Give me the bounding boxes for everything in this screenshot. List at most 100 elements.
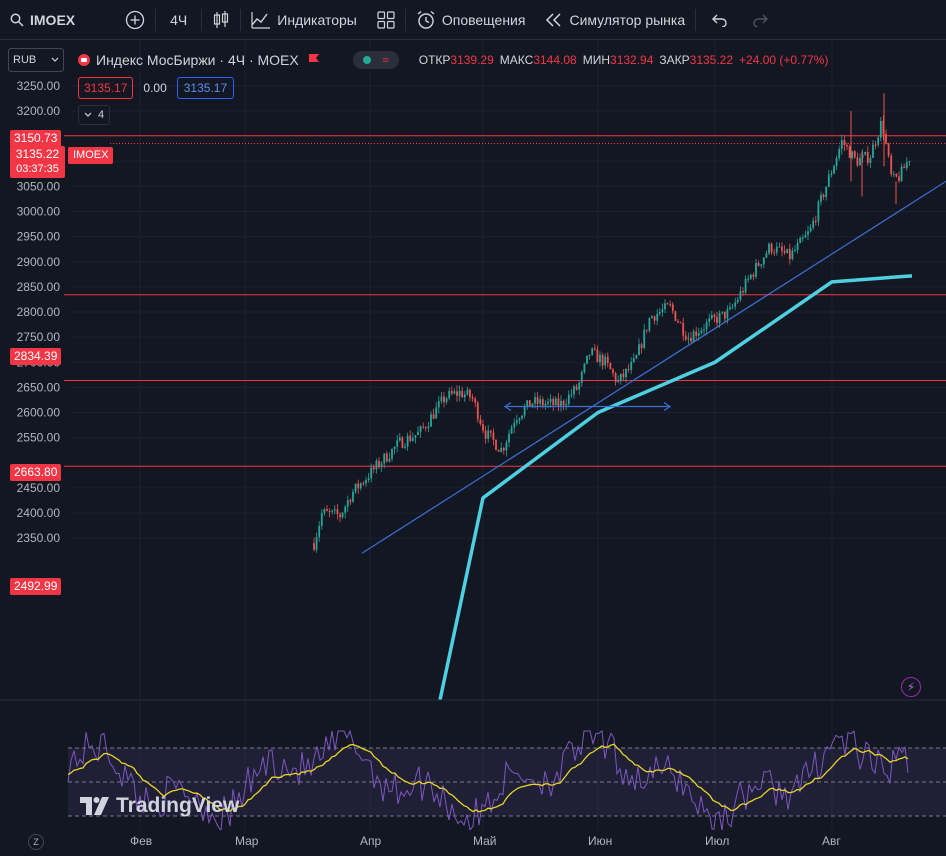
indicators-collapse-button[interactable]: 4 xyxy=(78,105,110,125)
candle-body xyxy=(752,274,755,277)
compare-button[interactable] xyxy=(85,0,155,40)
rsi-signal-line xyxy=(67,743,909,813)
candle-body xyxy=(796,243,799,250)
candle-body xyxy=(622,373,625,378)
candle-body xyxy=(827,174,830,187)
candle-body xyxy=(448,390,451,399)
candle-body xyxy=(466,389,469,395)
candle-body xyxy=(684,335,687,340)
chart-canvas[interactable]: 3250.003200.003100.003050.003000.002950.… xyxy=(0,40,946,830)
bid-ask-row: 3135.17 0.00 3135.17 xyxy=(78,77,235,99)
change-value: +24.00 (+0.77%) xyxy=(739,53,829,67)
level-tag[interactable]: 3150.73 xyxy=(10,130,62,147)
candle-body xyxy=(536,397,539,404)
lightning-icon[interactable]: ⚡ xyxy=(901,677,921,697)
currency-select[interactable]: RUB xyxy=(8,48,64,72)
sell-price-box[interactable]: 3135.17 xyxy=(78,77,134,99)
date-range-marker[interactable] xyxy=(503,401,672,411)
candle-body xyxy=(848,146,851,158)
candle-body xyxy=(591,348,594,355)
level-tag[interactable]: 2492.99 xyxy=(10,578,62,595)
high-value: 3144.08 xyxy=(533,53,577,67)
candle-body xyxy=(489,430,492,433)
candle-body xyxy=(786,248,789,253)
candle-body xyxy=(843,140,846,146)
candle-body xyxy=(879,121,882,138)
candle-body xyxy=(718,313,721,323)
candle-body xyxy=(445,398,448,403)
replay-button[interactable]: Симулятор рынка xyxy=(535,0,695,40)
toolbar-divider xyxy=(155,8,157,31)
level-tag[interactable]: 2834.39 xyxy=(10,348,62,365)
candle-body xyxy=(697,333,700,336)
candle-body xyxy=(708,318,711,323)
candle-body xyxy=(401,437,404,448)
redo-button[interactable] xyxy=(744,0,776,40)
chart-type-button[interactable] xyxy=(202,0,240,40)
candle-body xyxy=(833,166,835,174)
candle-body xyxy=(599,354,601,363)
replay-label: Симулятор рынка xyxy=(569,11,686,28)
market-open-icon xyxy=(362,56,371,64)
candle-body xyxy=(396,440,399,447)
candle-body xyxy=(328,510,331,512)
candle-body xyxy=(671,304,674,312)
timezone-button[interactable]: Z xyxy=(28,834,44,850)
time-tick-label: Июл xyxy=(705,834,730,848)
candle-body xyxy=(783,251,786,253)
candle-body xyxy=(731,306,734,308)
candle-body xyxy=(669,304,672,306)
candle-body xyxy=(424,427,427,429)
candle-body xyxy=(323,509,326,514)
indicators-button[interactable]: Индикаторы xyxy=(241,0,367,40)
candle-body xyxy=(398,437,401,441)
candle-body xyxy=(365,480,367,484)
candle-body xyxy=(333,509,336,511)
legend-title[interactable]: Индекс МосБиржи · 4Ч · MOEX xyxy=(96,52,299,68)
spread-value: 0.00 xyxy=(143,81,167,95)
candle-body xyxy=(643,329,646,348)
market-status-pill[interactable]: ≈ xyxy=(352,51,399,69)
candle-body xyxy=(487,430,490,439)
candle-body xyxy=(872,144,874,158)
time-tick-label: Июн xyxy=(588,834,613,848)
level-tag[interactable]: 2663.80 xyxy=(10,464,62,481)
toolbar-divider xyxy=(404,8,406,31)
candle-body xyxy=(804,234,807,238)
candle-body xyxy=(422,426,425,428)
candle-body xyxy=(736,299,739,303)
candle-body xyxy=(362,483,365,485)
candle-body xyxy=(830,173,833,175)
symbol-logo-icon xyxy=(78,54,90,66)
candle-body xyxy=(593,348,596,350)
candle-body xyxy=(630,361,633,370)
candle-body xyxy=(336,509,339,515)
buy-price-box[interactable]: 3135.17 xyxy=(176,77,235,99)
top-toolbar: IMOEX 4Ч Индикаторы Оповещения xyxy=(0,0,946,40)
candle-body xyxy=(596,349,599,363)
candle-body xyxy=(781,246,783,252)
candle-body xyxy=(791,250,794,260)
undo-button[interactable] xyxy=(696,0,744,40)
candle-body xyxy=(757,262,760,266)
chevron-down-icon xyxy=(51,54,59,66)
price-tick-label: 3000.00 xyxy=(17,205,61,219)
trendline-drawing[interactable] xyxy=(361,180,946,554)
rsi-line xyxy=(67,729,909,830)
candle-body xyxy=(716,317,718,323)
candle-body xyxy=(432,414,435,419)
alerts-button[interactable]: Оповещения xyxy=(406,0,536,40)
interval-button[interactable]: 4Ч xyxy=(156,0,201,40)
candle-body xyxy=(609,362,612,370)
time-tick-label: Фев xyxy=(130,834,153,848)
price-tick-label: 2750.00 xyxy=(17,330,61,344)
symbol-search-button[interactable]: IMOEX xyxy=(0,0,85,40)
candle-body xyxy=(435,407,438,419)
candle-body xyxy=(606,356,609,363)
price-tick-label: 3050.00 xyxy=(17,179,61,193)
candle-body xyxy=(437,401,440,408)
flag-icon[interactable] xyxy=(308,54,319,66)
toolbar-divider xyxy=(201,8,203,31)
grid-icon xyxy=(377,10,395,29)
layouts-button[interactable] xyxy=(367,0,405,40)
